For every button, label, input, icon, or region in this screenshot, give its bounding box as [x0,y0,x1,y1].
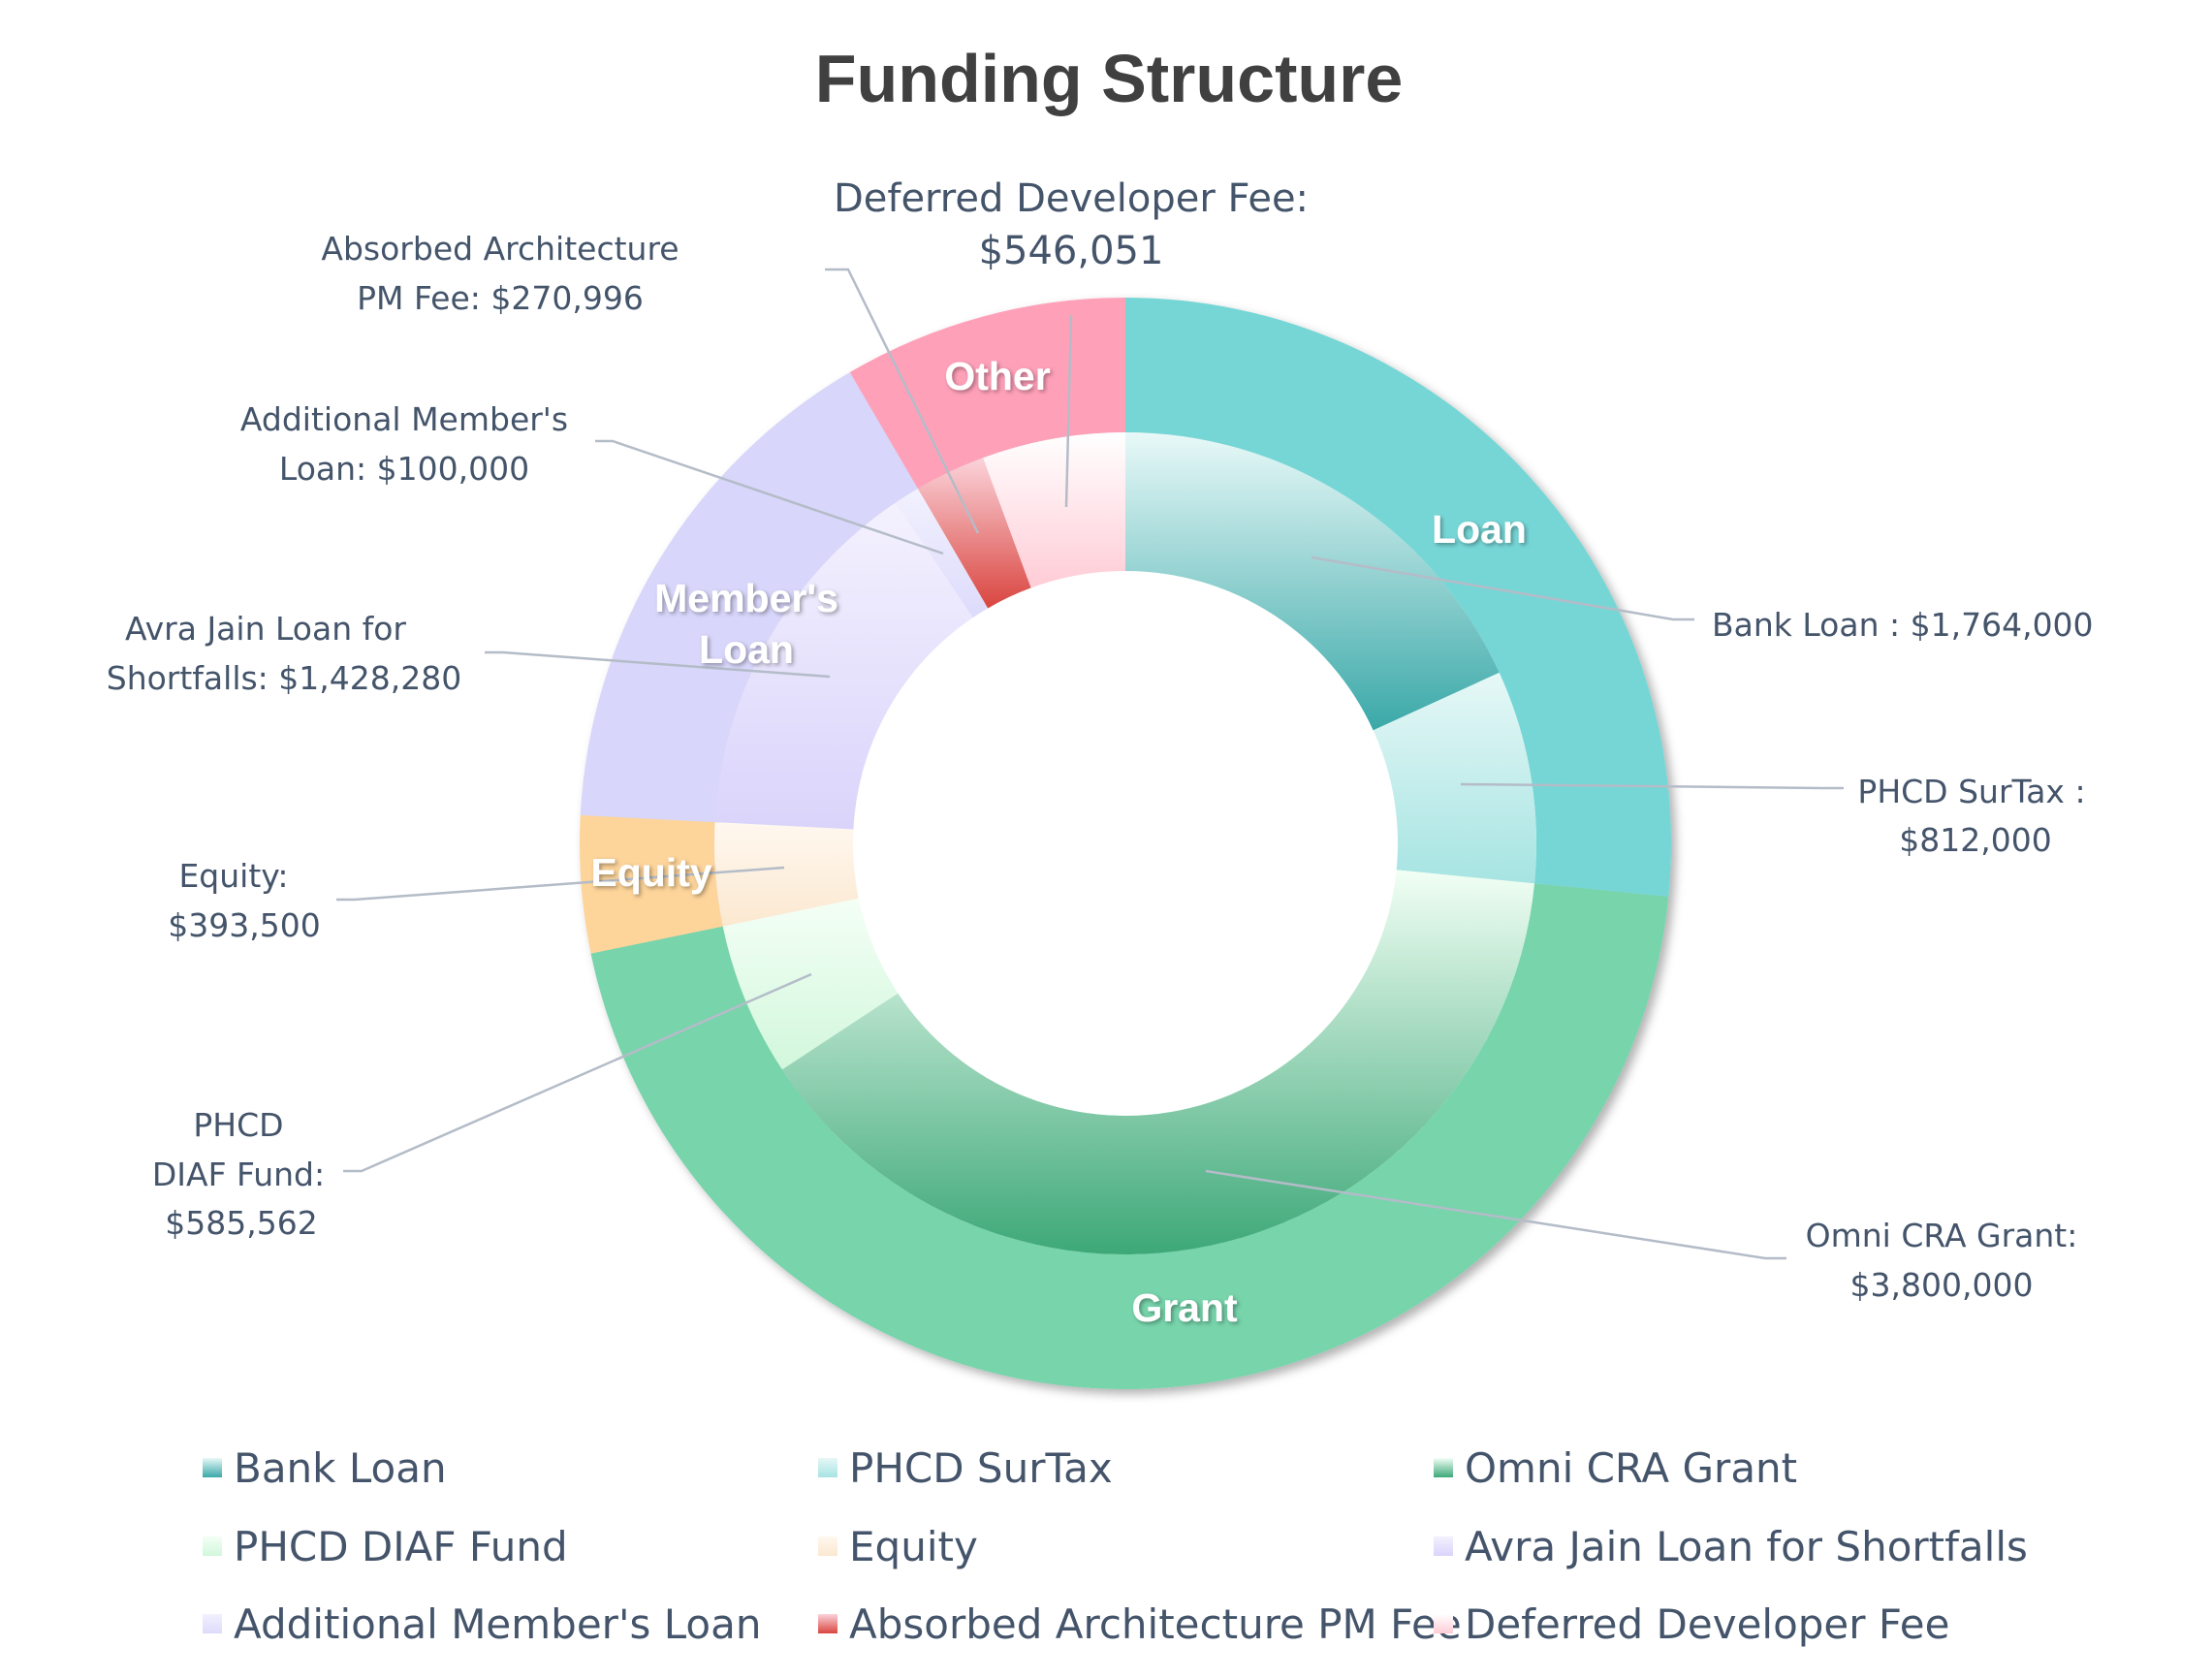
inner-slice-bank-loan [1125,432,1500,731]
data-label-equity-line2: $393,500 [168,906,320,944]
outer-slice-equity [579,814,723,954]
legend-label: PHCD SurTax [849,1444,1113,1492]
inner-slice-phcd-diaf-fund [722,898,899,1070]
data-label-bank-loan: Bank Loan : $1,764,000 [1712,606,2094,644]
legend-swatch [1434,1614,1453,1633]
outer-ring [579,298,1672,1390]
legend-label: PHCD DIAF Fund [234,1523,568,1570]
leader-line-absorbed-arch-fee [825,268,980,534]
leader-line-phcd-diaf-fund [343,972,812,1173]
legend-swatch [203,1536,222,1556]
data-label-additional-member-loan-line2: Loan: $100,000 [279,450,529,488]
inner-ring [714,432,1536,1254]
legend-label: Omni CRA Grant [1465,1444,1797,1492]
leader-lines [336,268,1844,1260]
legend-label: Deferred Developer Fee [1465,1600,1949,1648]
legend-label: Avra Jain Loan for Shortfalls [1465,1523,2028,1570]
legend-item-absorbed-arch-fee: Absorbed Architecture PM Fee [818,1600,1462,1648]
data-label-phcd-diaf-line1: PHCD [193,1106,283,1144]
leader-line-additional-member-loan [595,439,944,555]
legend-label: Equity [849,1523,978,1570]
data-label-omni-cra-line2: $3,800,000 [1850,1266,2034,1304]
outer-ring-labels: Loan Grant Equity Member's Loan Other [590,354,1527,1330]
data-label-equity-line1: Equity: [178,857,288,895]
legend-item-bank-loan: Bank Loan [203,1444,447,1492]
leader-line-omni-cra-grant [1205,1169,1786,1260]
leader-line-deferred-dev-fee [1064,314,1073,508]
data-label-avra-jain-line2: Shortfalls: $1,428,280 [107,659,461,697]
outer-slice-loan [1125,298,1672,897]
leader-line-phcd-surtax [1460,782,1844,790]
legend-item-omni-cra-grant: Omni CRA Grant [1434,1444,1797,1492]
ring-label-members-loan-line1: Member's [654,576,838,620]
outer-slice-grant [590,883,1669,1390]
data-label-omni-cra-line1: Omni CRA Grant: [1806,1217,2078,1254]
inner-slice-phcd-surtax [1373,672,1536,884]
ring-label-equity: Equity [590,850,711,895]
data-label-additional-member-loan-line1: Additional Member's [240,400,568,438]
legend-swatch [203,1458,222,1477]
outer-slice-member-s-loan [580,372,918,823]
legend-label: Additional Member's Loan [234,1600,761,1648]
ring-label-grant: Grant [1131,1285,1238,1330]
leader-line-bank-loan [1311,555,1694,621]
legend-item-additional-member-loan: Additional Member's Loan [203,1600,761,1648]
outer-slice-other [849,298,1125,490]
data-labels: Bank Loan : $1,764,000 PHCD SurTax : $81… [107,176,2094,1304]
legend-label: Bank Loan [234,1444,447,1492]
legend-item-phcd-surtax: PHCD SurTax [818,1444,1113,1492]
data-label-phcd-diaf-line2: DIAF Fund: [152,1156,325,1193]
legend-label: Absorbed Architecture PM Fee [849,1600,1462,1648]
ring-label-loan: Loan [1432,507,1527,552]
legend: Bank Loan PHCD SurTax Omni CRA Grant PHC… [203,1444,2028,1648]
leader-line-equity [336,866,785,902]
data-label-phcd-surtax-line2: $812,000 [1899,821,2051,859]
data-label-absorbed-arch-line2: PM Fee: $270,996 [357,279,644,317]
legend-item-avra-jain: Avra Jain Loan for Shortfalls [1434,1523,2028,1570]
legend-item-equity: Equity [818,1523,978,1570]
data-label-phcd-diaf-line3: $585,562 [165,1204,317,1242]
inner-slice-omni-cra-grant [781,870,1534,1254]
legend-swatch [1434,1536,1453,1556]
data-label-phcd-surtax-line1: PHCD SurTax : [1857,773,2085,810]
data-label-deferred-dev-line1: Deferred Developer Fee: [834,176,1309,221]
inner-slice-avra-jain-loan-for-shortfalls [714,502,973,830]
legend-item-phcd-diaf-fund: PHCD DIAF Fund [203,1523,568,1570]
inner-slice-absorbed-architecture-pm-fee [917,458,1031,609]
chart-title: Funding Structure [815,41,1404,116]
inner-slice-deferred-developer-fee [983,432,1125,588]
legend-item-deferred-dev-fee: Deferred Developer Fee [1434,1600,1949,1648]
leader-line-avra-jain [485,650,831,679]
legend-swatch [818,1536,837,1556]
ring-label-other: Other [944,354,1050,398]
legend-swatch [818,1614,837,1633]
legend-swatch [818,1458,837,1477]
legend-swatch [1434,1458,1453,1477]
legend-swatch [203,1614,222,1633]
data-label-avra-jain-line1: Avra Jain Loan for [125,610,406,648]
data-label-deferred-dev-line2: $546,051 [979,229,1164,273]
data-label-absorbed-arch-line1: Absorbed Architecture [321,230,679,268]
inner-slice-equity [714,822,859,927]
ring-label-members-loan-line2: Loan [699,627,794,672]
